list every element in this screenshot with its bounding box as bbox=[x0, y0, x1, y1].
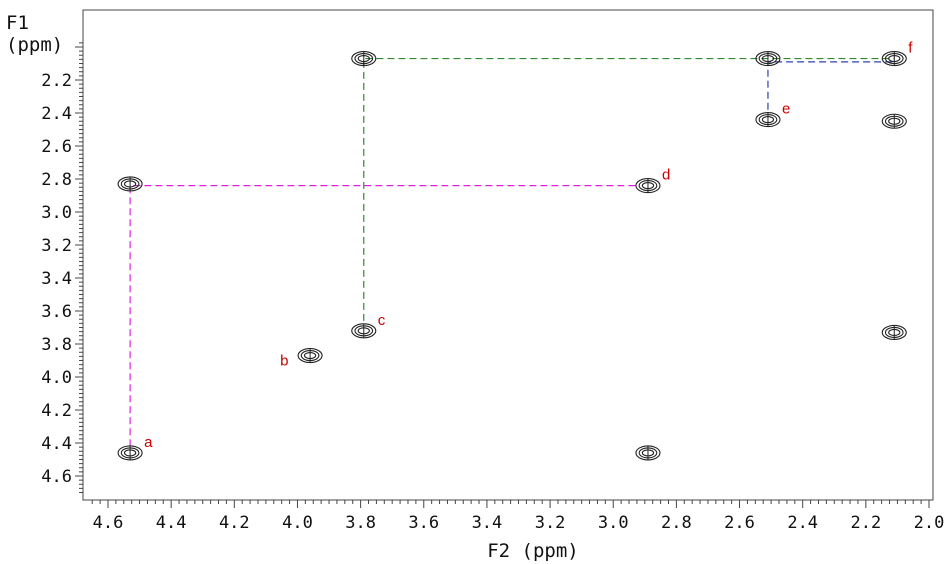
correlation-lines bbox=[129, 57, 895, 447]
cross-peak bbox=[635, 445, 661, 461]
x-axis-title: F2 (ppm) bbox=[487, 540, 579, 562]
y-tick-label: 3.2 bbox=[41, 236, 72, 256]
peak-label-d: d bbox=[662, 167, 670, 184]
cross-peak bbox=[351, 323, 377, 339]
x-tick-label: 3.2 bbox=[535, 513, 566, 533]
x-tick-label: 2.0 bbox=[914, 513, 945, 533]
y-tick-label: 3.0 bbox=[41, 203, 72, 223]
y-tick-label: 2.2 bbox=[41, 71, 72, 91]
peak-label-b: b bbox=[280, 353, 288, 370]
y-axis-title-line2: (ppm) bbox=[6, 34, 63, 56]
peak-label-e: e bbox=[782, 101, 790, 118]
cross-peak bbox=[297, 347, 323, 364]
x-tick-label: 4.4 bbox=[156, 513, 187, 533]
peak-label-a: a bbox=[144, 434, 153, 451]
x-tick-label: 3.6 bbox=[408, 513, 439, 533]
x-tick-label: 2.6 bbox=[724, 513, 755, 533]
x-axis: 4.6 4.4 4.2 4.0 3.8 3.6 3.4 3.2 3.0 2.8 2.6 2.4 2.2 2… bbox=[91, 500, 945, 533]
plot-frame bbox=[82, 9, 934, 501]
x-tick-label: 2.8 bbox=[661, 513, 692, 533]
peak-label-c: c bbox=[378, 312, 386, 329]
peak-labels: a b c d e f bbox=[144, 40, 913, 451]
cross-peak bbox=[881, 113, 907, 129]
x-tick-label: 3.4 bbox=[472, 513, 503, 533]
y-axis-title-line1: F1 bbox=[6, 12, 29, 34]
y-tick-label: 4.2 bbox=[41, 401, 72, 421]
x-tick-label: 4.2 bbox=[219, 513, 250, 533]
x-tick-label: 3.0 bbox=[598, 513, 629, 533]
y-tick-label: 2.8 bbox=[41, 170, 72, 190]
y-tick-label: 3.4 bbox=[41, 269, 72, 289]
x-tick-label: 4.0 bbox=[282, 513, 313, 533]
cross-peak bbox=[117, 445, 143, 461]
peak-label-f: f bbox=[908, 40, 913, 57]
cross-peak bbox=[881, 50, 907, 67]
y-tick-label: 2.4 bbox=[41, 104, 72, 124]
y-tick-label: 4.6 bbox=[41, 467, 72, 487]
y-tick-label: 2.6 bbox=[41, 137, 72, 157]
x-tick-label: 2.4 bbox=[787, 513, 818, 533]
x-tick-label: 4.6 bbox=[93, 513, 124, 533]
cross-peak bbox=[881, 324, 907, 341]
x-tick-label: 2.2 bbox=[850, 513, 881, 533]
correlation-line bbox=[363, 57, 895, 321]
y-tick-label: 4.0 bbox=[41, 368, 72, 388]
cross-peak bbox=[635, 178, 661, 194]
cross-peaks bbox=[117, 50, 907, 461]
y-tick-label: 3.6 bbox=[41, 302, 72, 322]
cross-peak bbox=[351, 50, 377, 67]
y-tick-label: 4.4 bbox=[41, 434, 72, 454]
x-tick-label: 3.8 bbox=[345, 513, 376, 533]
y-axis: 2.2 2.4 2.6 2.8 3.0 3.2 3.4 3.6 3.8 4.0 4.2 4.4 4.6 bbox=[41, 42, 83, 493]
cross-peak bbox=[755, 50, 781, 67]
correlation-line bbox=[129, 185, 636, 447]
y-tick-label: 3.8 bbox=[41, 335, 72, 355]
cross-peak bbox=[117, 176, 143, 192]
cross-peak bbox=[755, 112, 781, 128]
